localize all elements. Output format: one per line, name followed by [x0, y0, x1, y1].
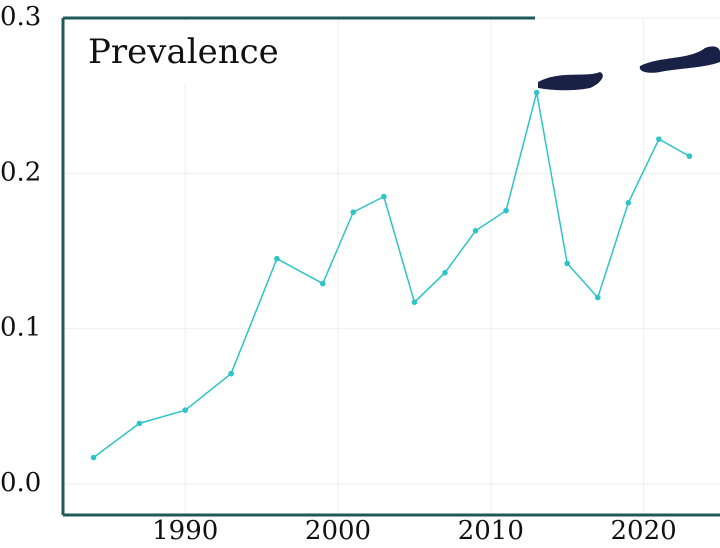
y-tick-label: 0.2 [0, 157, 41, 187]
scribble [639, 46, 720, 73]
point [350, 209, 357, 215]
point [594, 294, 601, 301]
x-tick-label: 1990 [152, 516, 218, 546]
y-tick-label: 0.1 [0, 313, 41, 343]
plot [90, 89, 693, 461]
x-tick-label: 2010 [458, 516, 524, 546]
y-tick-label: 0.0 [0, 468, 41, 498]
point [182, 407, 189, 413]
point [381, 193, 387, 200]
point [411, 299, 418, 306]
line [93, 92, 690, 459]
grid [63, 17, 720, 515]
point [533, 89, 540, 96]
point [136, 420, 143, 427]
point [564, 260, 571, 267]
point [472, 227, 479, 234]
point [274, 255, 280, 262]
chart-title: Prevalence [88, 32, 279, 72]
title-box [75, 22, 335, 84]
point [442, 269, 448, 276]
point [228, 370, 234, 377]
point [503, 207, 509, 214]
point [625, 200, 632, 206]
scribble [538, 72, 603, 91]
x-tick-label: 2000 [305, 516, 371, 546]
point [90, 454, 97, 461]
x-tick-label: 2020 [611, 516, 677, 546]
point [686, 153, 693, 160]
point [656, 136, 662, 142]
y-tick-label: 0.3 [0, 2, 41, 32]
point [319, 280, 326, 287]
